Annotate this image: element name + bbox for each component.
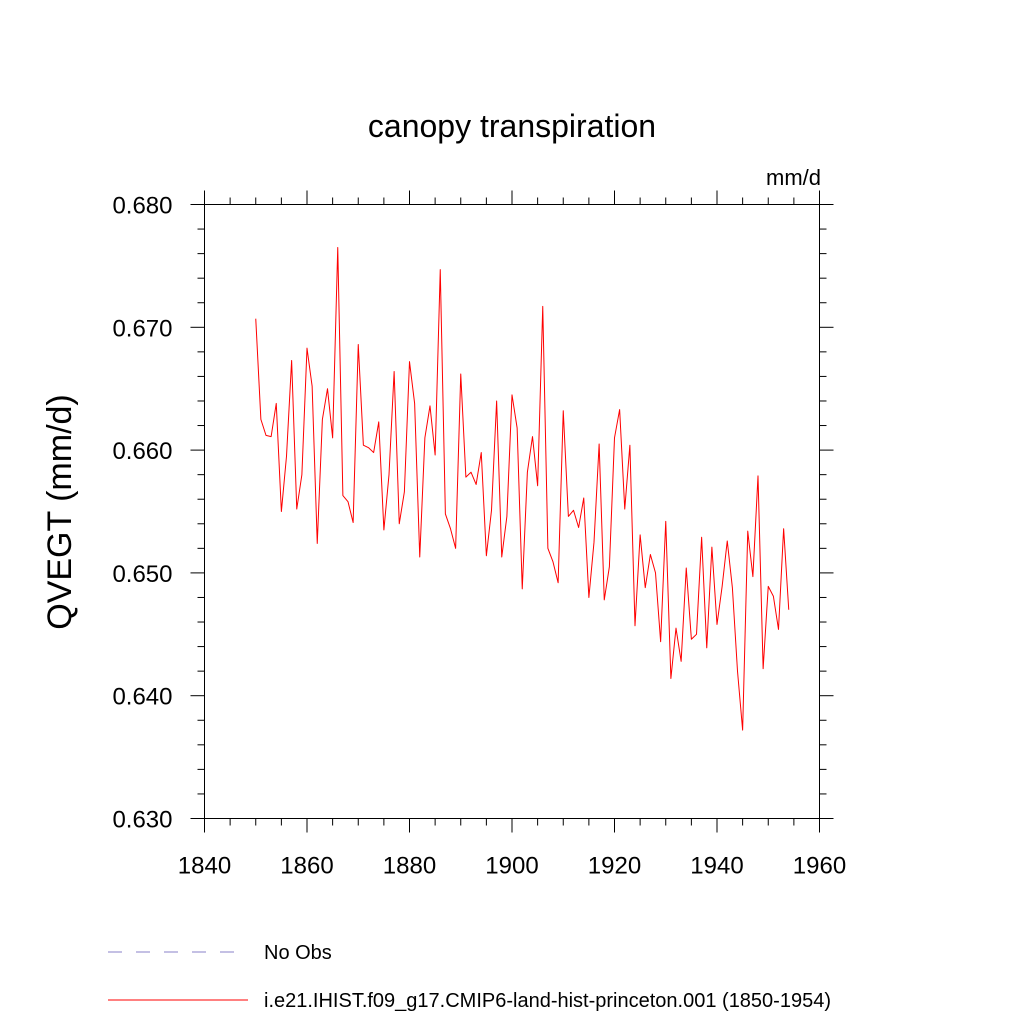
x-tick-label: 1880 <box>383 853 436 880</box>
x-tick-label: 1960 <box>793 853 846 880</box>
x-tick-label: 1920 <box>588 853 641 880</box>
y-tick-label: 0.630 <box>112 807 172 834</box>
x-tick-label: 1840 <box>178 853 231 880</box>
x-tick-label: 1940 <box>690 853 743 880</box>
legend: No Obs i.e21.IHIST.f09_g17.CMIP6-land-his… <box>108 942 831 1012</box>
y-tick-label: 0.670 <box>112 315 172 342</box>
plot-frame <box>204 204 820 819</box>
legend-label: No Obs <box>264 942 332 964</box>
chart-title: canopy transpiration <box>368 108 656 144</box>
units-label: mm/d <box>766 165 821 190</box>
y-tick-label: 0.640 <box>112 684 172 711</box>
y-tick-label: 0.660 <box>112 438 172 465</box>
x-tick-label: 1900 <box>485 853 538 880</box>
y-axis-label: QVEGT (mm/d) <box>41 394 79 630</box>
tick-labels: 1840 1860 1880 1900 1920 1940 1960 0.630 0.640 0.… <box>112 193 846 880</box>
y-tick-label: 0.680 <box>112 193 172 220</box>
series-layer <box>255 246 790 731</box>
x-tick-label: 1860 <box>280 853 333 880</box>
series-line <box>255 246 790 731</box>
y-tick-label: 0.650 <box>112 561 172 588</box>
axis-ticks <box>190 190 834 833</box>
legend-label: i.e21.IHIST.f09_g17.CMIP6-land-hist-prin… <box>264 990 831 1012</box>
